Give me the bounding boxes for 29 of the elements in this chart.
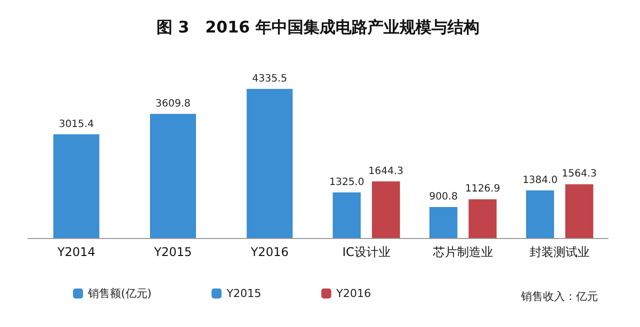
data-label: 900.8 xyxy=(429,192,458,203)
bar xyxy=(526,190,554,238)
bar xyxy=(53,134,100,238)
data-label: 1564.3 xyxy=(562,168,597,180)
bar xyxy=(372,181,400,238)
bar xyxy=(429,207,458,238)
x-tick-label: Y2015 xyxy=(153,245,192,259)
x-tick-label: Y2016 xyxy=(250,245,289,259)
data-label: 3015.4 xyxy=(58,118,94,130)
legend-label: 销售额(亿元) xyxy=(87,287,152,300)
data-label: 3609.8 xyxy=(156,98,190,110)
data-label: 1384.0 xyxy=(522,174,558,186)
x-tick-label: 芯片制造业 xyxy=(432,245,493,259)
bar xyxy=(150,114,196,238)
data-label: 1325.0 xyxy=(329,176,364,188)
legend-label: Y2016 xyxy=(335,287,372,300)
chart-title: 图 3 2016 年中国集成电路产业规模与结构 xyxy=(156,18,480,36)
bar xyxy=(332,192,361,238)
bar xyxy=(468,199,497,238)
x-tick-label: Y2014 xyxy=(56,245,96,259)
bar xyxy=(246,88,293,238)
data-label: 4335.5 xyxy=(252,73,288,84)
x-tick-label: 封装测试业 xyxy=(530,245,590,259)
x-tick-label: IC设计业 xyxy=(342,245,390,259)
text: 销售收入：亿元 xyxy=(520,290,598,303)
bar xyxy=(565,184,594,238)
legend-label: Y2015 xyxy=(226,287,262,300)
data-label: 1644.3 xyxy=(368,166,404,177)
data-label: 1126.9 xyxy=(465,184,500,195)
